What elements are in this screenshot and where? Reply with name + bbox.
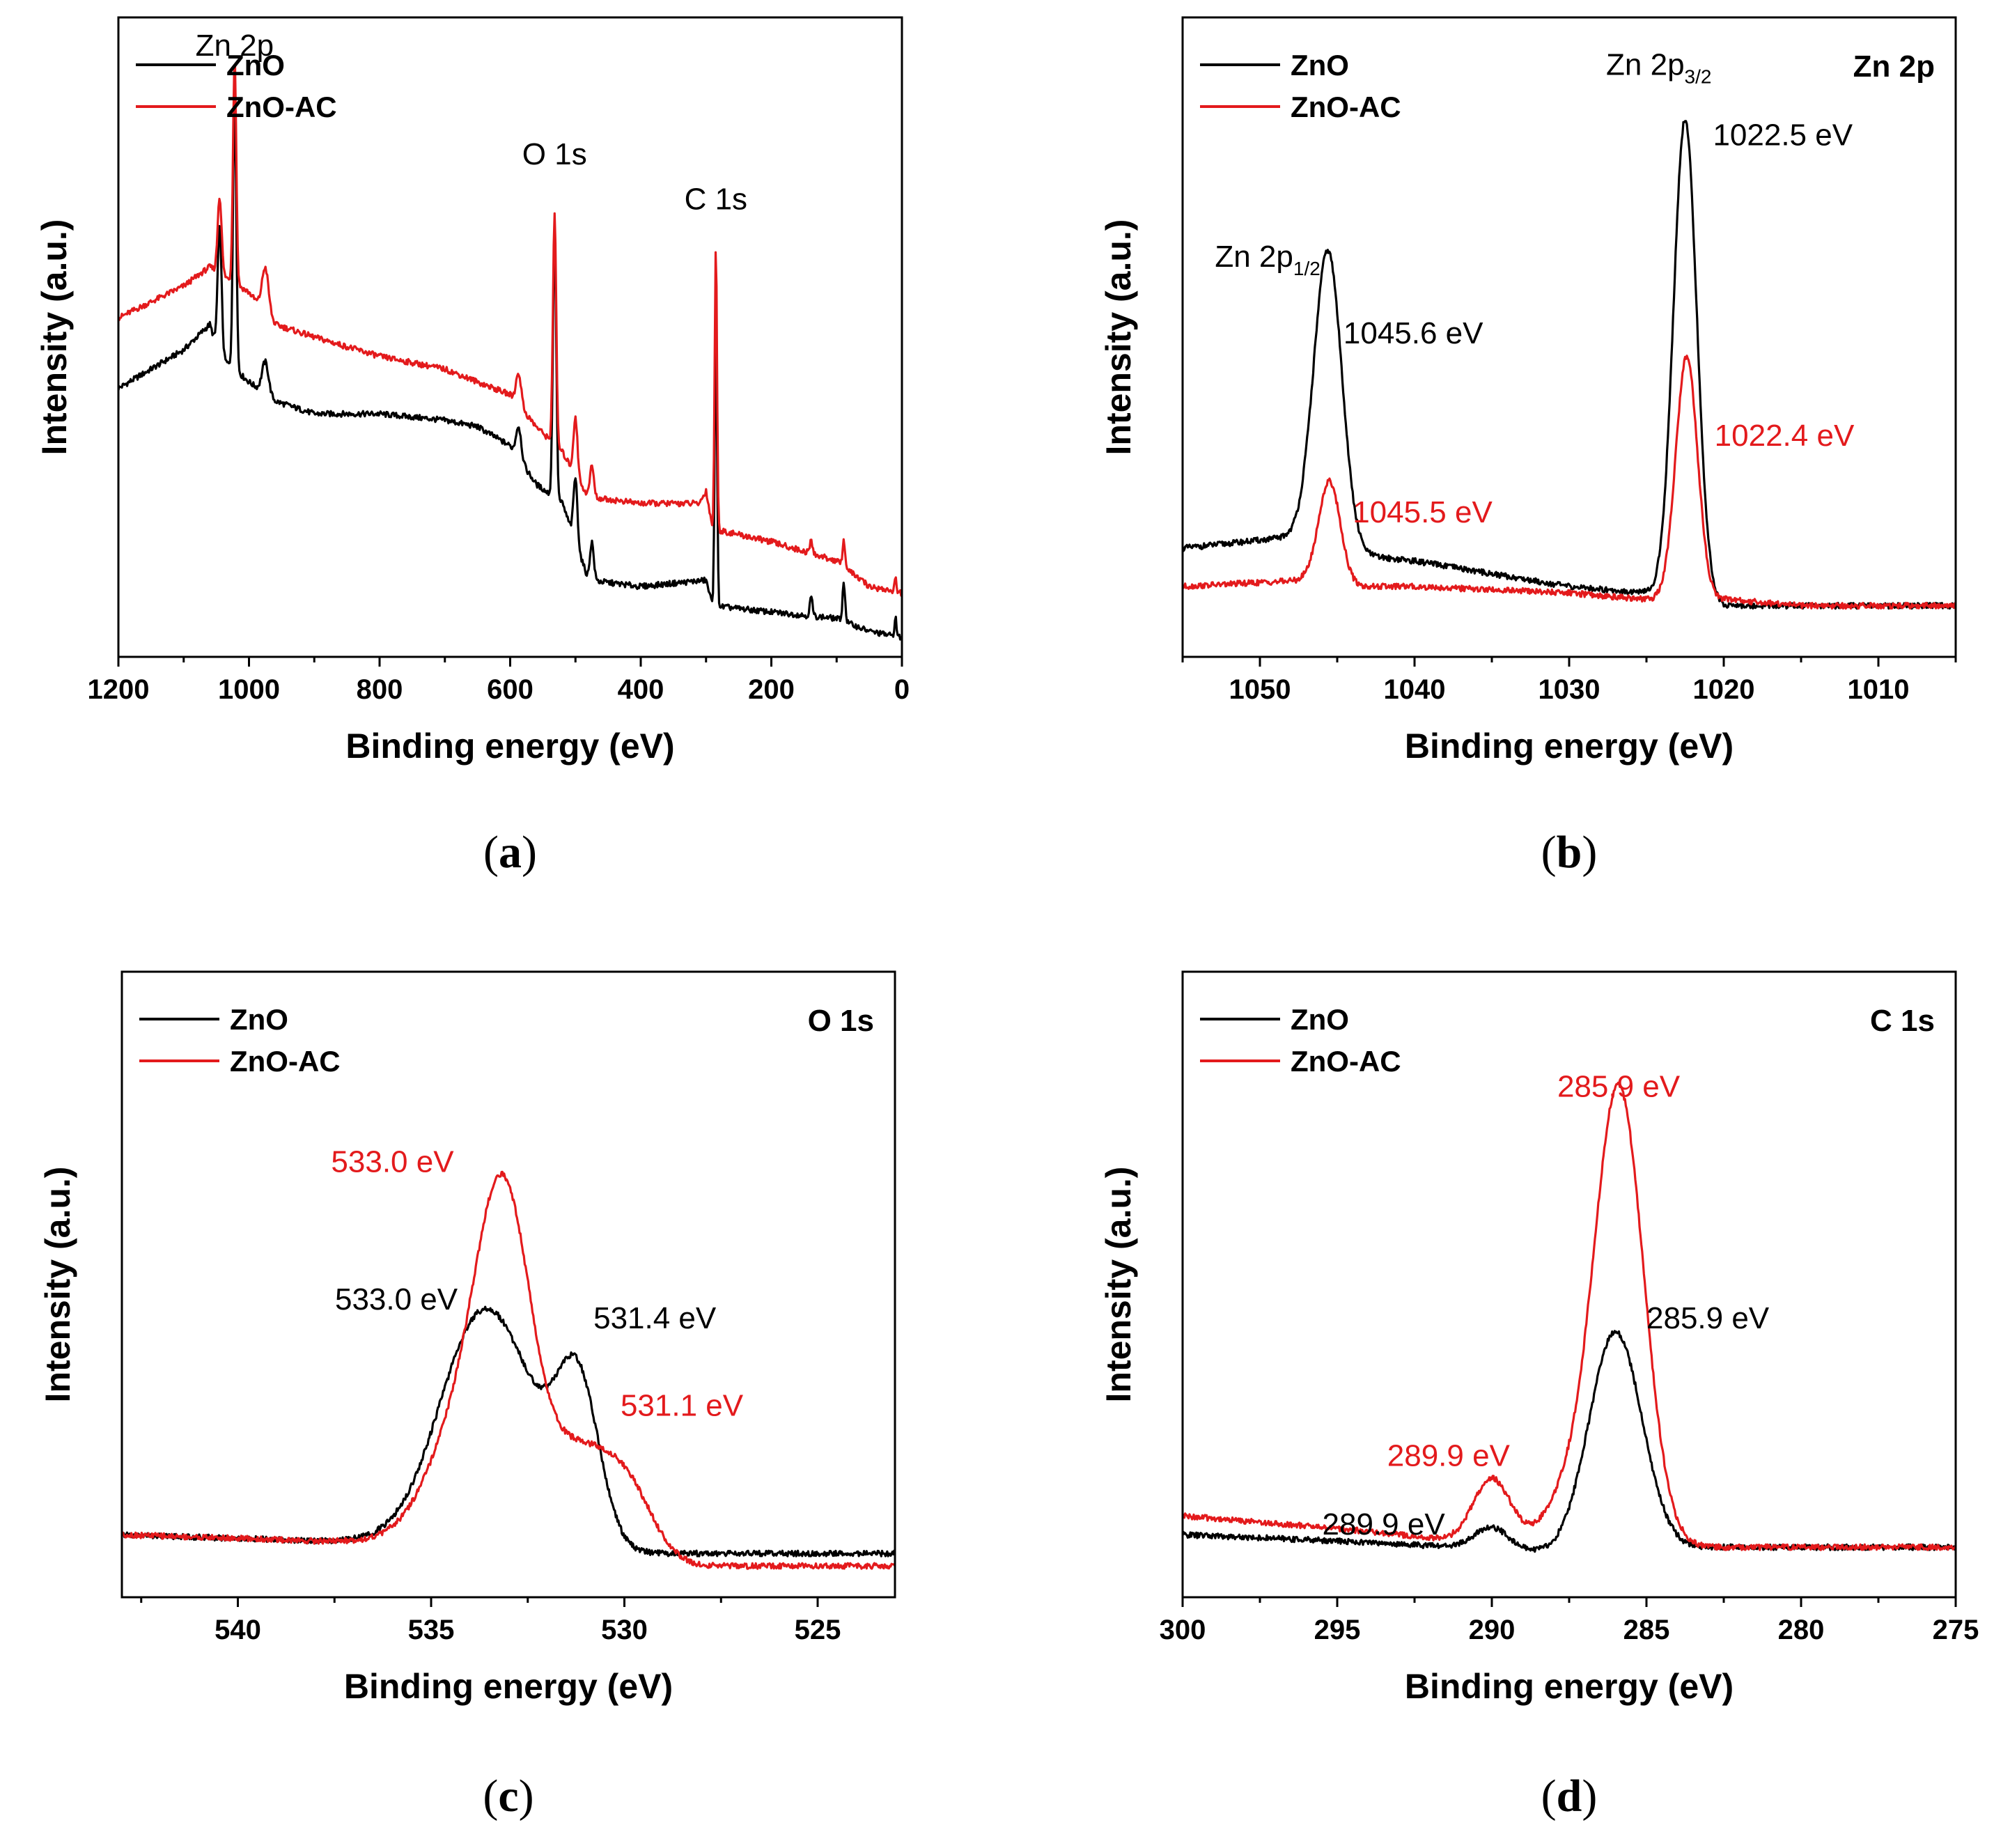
legend: ZnO ZnO-AC: [139, 1003, 341, 1078]
x-axis-title: Binding energy (eV): [345, 727, 674, 766]
legend: ZnO ZnO-AC: [1200, 49, 1401, 123]
y-axis-title: Intensity (a.u.): [38, 1167, 77, 1403]
legend-label-zno-ac: ZnO-AC: [226, 91, 337, 123]
peak-annotation: C 1s: [685, 182, 747, 216]
series-line-zno: [118, 109, 902, 641]
region-label: C 1s: [1870, 1004, 1935, 1038]
series-line-zno: [1183, 120, 1956, 610]
panel-c: 540 535 530 525 Binding energy (eV) Intensity…: [38, 970, 896, 1822]
legend-label-zno: ZnO: [1291, 49, 1349, 81]
x-tick-label: 400: [618, 674, 664, 705]
x-tick-label: 535: [408, 1615, 455, 1645]
peak-annotation: 531.4 eV: [593, 1301, 717, 1335]
legend-label-zno-ac: ZnO-AC: [1291, 1045, 1401, 1078]
plot-frame: [120, 970, 896, 1599]
panel-caption: (b): [1541, 827, 1598, 878]
x-tick-label: 525: [795, 1615, 841, 1645]
panel-caption: (c): [483, 1771, 533, 1822]
series-line-zno-ac: [118, 65, 902, 597]
x-axis-title: Binding energy (eV): [1405, 727, 1734, 766]
series-line-zno-ac: [1183, 355, 1956, 610]
legend-label-zno: ZnO: [230, 1003, 288, 1036]
peak-annotation: 285.9 eV: [1557, 1070, 1681, 1104]
x-tick-label: 530: [601, 1615, 648, 1645]
x-tick-label: 275: [1933, 1615, 1979, 1645]
series-line-zno-ac: [1183, 1081, 1956, 1551]
peak-annotation: Zn 2p: [196, 29, 274, 63]
x-tick-label: 1020: [1693, 674, 1755, 705]
x-tick-label: 1040: [1384, 674, 1446, 705]
series-line-zno-ac: [122, 1170, 895, 1570]
peak-annotation: 285.9 eV: [1646, 1301, 1770, 1335]
x-tick-label: 280: [1778, 1615, 1825, 1645]
region-label: Zn 2p: [1853, 49, 1935, 84]
x-tick-label: 540: [215, 1615, 261, 1645]
peak-annotation: 1022.5 eV: [1713, 118, 1853, 153]
peak-annotation: 531.1 eV: [621, 1389, 744, 1423]
x-tick-label: 295: [1314, 1615, 1361, 1645]
region-label: O 1s: [808, 1004, 874, 1038]
x-axis-title: Binding energy (eV): [344, 1667, 673, 1706]
peak-annotation: Zn 2p1/2: [1215, 240, 1320, 279]
peak-annotation: 533.0 eV: [331, 1144, 454, 1179]
x-tick-label: 1000: [218, 674, 280, 705]
x-tick-label: 800: [357, 674, 403, 705]
y-axis-title: Intensity (a.u.): [1099, 1167, 1138, 1403]
y-axis-title: Intensity (a.u.): [35, 219, 74, 456]
peak-annotation: 1045.5 eV: [1353, 495, 1493, 529]
legend: ZnO ZnO-AC: [1200, 1003, 1401, 1078]
panel-d: 300 295 290 285 280 275 Binding energy (eV) Int…: [1099, 970, 1979, 1822]
legend-label-zno: ZnO: [226, 49, 285, 81]
peak-annotation: 289.9 eV: [1323, 1507, 1446, 1542]
peak-annotation: Zn 2p3/2: [1606, 48, 1711, 88]
peak-annotation: 1022.4 eV: [1715, 419, 1855, 453]
x-tick-label: 1200: [88, 674, 150, 705]
series-line-zno: [122, 1305, 895, 1558]
legend-label-zno-ac: ZnO-AC: [230, 1045, 341, 1078]
panel-b: 1050 1040 1030 1020 1010 Binding energy (eV) I…: [1099, 16, 1957, 878]
x-tick-label: 600: [487, 674, 533, 705]
panel-caption: (d): [1541, 1771, 1598, 1822]
x-tick-label: 1030: [1539, 674, 1600, 705]
x-tick-label: 1050: [1229, 674, 1291, 705]
legend: ZnO ZnO-AC: [136, 49, 337, 123]
legend-label-zno: ZnO: [1291, 1003, 1349, 1036]
peak-annotation: 289.9 eV: [1387, 1438, 1511, 1473]
x-tick-label: 285: [1623, 1615, 1670, 1645]
legend-label-zno-ac: ZnO-AC: [1291, 91, 1401, 123]
x-tick-label: 1010: [1848, 674, 1910, 705]
x-axis-title: Binding energy (eV): [1405, 1667, 1734, 1706]
panel-a: 1200 1000 800 600 400 200 0 Binding energy (eV)…: [35, 16, 910, 878]
x-tick-label: 300: [1160, 1615, 1206, 1645]
x-tick-label: 290: [1469, 1615, 1516, 1645]
x-tick-label: 200: [748, 674, 795, 705]
y-axis-title: Intensity (a.u.): [1099, 219, 1138, 456]
peak-annotation: 533.0 eV: [335, 1282, 458, 1317]
panel-caption: (a): [483, 827, 537, 878]
peak-annotation: O 1s: [522, 137, 587, 171]
x-tick-label: 0: [894, 674, 910, 705]
peak-annotation: 1045.6 eV: [1343, 316, 1483, 350]
